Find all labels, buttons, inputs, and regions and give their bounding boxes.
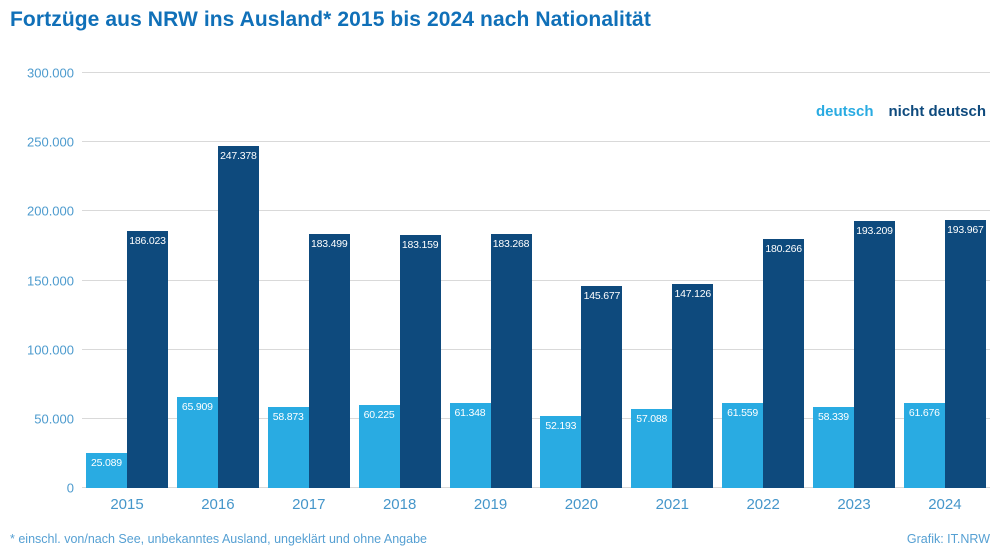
bar-pair: 60.225 183.159 xyxy=(358,73,441,488)
bar-pair: 57.088 147.126 xyxy=(631,73,714,488)
x-axis-label-2019: 2019 xyxy=(473,496,508,513)
bar-value-label: 25.089 xyxy=(91,457,122,470)
bar-value-label: 183.159 xyxy=(401,238,439,251)
bar-value-label: 58.339 xyxy=(818,411,849,424)
bar-value-label: 61.559 xyxy=(727,406,759,419)
legend-item-nicht-deutsch: nicht deutsch xyxy=(888,103,986,120)
bar-value-label: 58.873 xyxy=(272,410,304,423)
y-axis-tick-label: 150.000 xyxy=(27,273,74,288)
bar-pair: 61.676 193.967 xyxy=(903,73,986,488)
bar-group-2019: 61.348 183.268 2019 xyxy=(449,73,532,516)
bar-value-label: 65.909 xyxy=(181,400,213,413)
chart-title: Fortzüge aus NRW ins Ausland* 2015 bis 2… xyxy=(10,8,651,31)
legend-item-deutsch: deutsch xyxy=(815,103,874,120)
bar-group-2017: 58.873 183.499 2017 xyxy=(267,73,350,516)
bar-groups: 25.089 186.023 2015 65.909 247.378 2016 58.873… xyxy=(82,73,990,516)
bar-value-label: 61.676 xyxy=(908,406,940,419)
x-axis-label-2024: 2024 xyxy=(928,496,962,513)
credit: Grafik: IT.NRW xyxy=(906,532,990,546)
gridline xyxy=(82,279,990,281)
y-axis-tick-label: 200.000 xyxy=(27,203,74,219)
bar-pair: 61.559 180.266 xyxy=(722,73,805,488)
x-axis-label-2020: 2020 xyxy=(564,496,599,513)
gridline xyxy=(82,141,990,143)
bar-deutsch-2018: 60.225 xyxy=(358,404,400,488)
bar-value-label: 180.266 xyxy=(765,242,802,255)
chart-legend: deutsch nicht deutsch xyxy=(816,104,986,119)
bar-value-label: 145.677 xyxy=(583,290,621,303)
bar-group-2020: 52.193 145.677 2020 xyxy=(540,73,623,516)
x-axis-label-2022: 2022 xyxy=(746,496,780,513)
bar-nicht-deutsch-2017: 183.499 xyxy=(308,234,350,488)
bar-value-label: 60.225 xyxy=(363,408,395,421)
bar-pair: 65.909 247.378 xyxy=(176,73,259,488)
bar-group-2016: 65.909 247.378 2016 xyxy=(176,73,259,516)
y-axis-tick-label: 50.000 xyxy=(34,411,74,427)
bar-deutsch-2024: 61.676 xyxy=(903,402,945,488)
bar-pair: 58.873 183.499 xyxy=(267,73,350,488)
footnote: * einschl. von/nach See, unbekanntes Aus… xyxy=(10,532,427,546)
bar-nicht-deutsch-2024: 193.967 xyxy=(944,219,986,488)
y-axis: 0 50.000 100.000 150.000 200.000 250.000 300.0… xyxy=(0,67,74,495)
bar-nicht-deutsch-2015: 186.023 xyxy=(127,230,168,488)
bar-deutsch-2023: 58.339 xyxy=(813,407,854,488)
bar-nicht-deutsch-2019: 183.268 xyxy=(490,234,532,488)
bar-value-label: 183.268 xyxy=(492,238,530,251)
x-axis-label-2018: 2018 xyxy=(382,496,417,513)
bar-deutsch-2015: 25.089 xyxy=(86,453,127,488)
bar-value-label: 61.348 xyxy=(454,407,486,420)
x-axis-label-2017: 2017 xyxy=(292,496,326,513)
bar-pair: 61.348 183.268 xyxy=(449,73,532,488)
bar-pair: 25.089 186.023 xyxy=(86,73,168,488)
y-axis-tick-label: 100.000 xyxy=(27,342,74,358)
bar-deutsch-2019: 61.348 xyxy=(449,403,491,488)
x-axis-label-2023: 2023 xyxy=(837,496,871,513)
x-axis-label-2016: 2016 xyxy=(201,496,235,513)
bar-value-label: 186.023 xyxy=(129,234,166,247)
bar-value-label: 147.126 xyxy=(674,288,712,301)
bar-group-2022: 61.559 180.266 2022 xyxy=(722,73,805,516)
bar-value-label: 193.967 xyxy=(947,223,984,236)
bar-nicht-deutsch-2023: 193.209 xyxy=(854,220,895,488)
bar-group-2024: 61.676 193.967 2024 xyxy=(903,73,986,516)
bar-nicht-deutsch-2021: 147.126 xyxy=(672,284,714,488)
x-axis-label-2015: 2015 xyxy=(110,496,144,513)
x-axis-label-2021: 2021 xyxy=(655,496,689,513)
y-axis-tick-label: 0 xyxy=(66,480,74,496)
bar-nicht-deutsch-2018: 183.159 xyxy=(399,234,441,488)
gridline xyxy=(82,72,990,73)
y-axis-tick-label: 250.000 xyxy=(27,134,74,150)
bar-pair: 58.339 193.209 xyxy=(813,73,895,488)
bar-group-2023: 58.339 193.209 2023 xyxy=(813,73,895,516)
bar-nicht-deutsch-2016: 247.378 xyxy=(217,145,259,488)
plot-area: deutsch nicht deutsch 25.089 186.023 2015 6… xyxy=(82,72,990,513)
bar-value-label: 57.088 xyxy=(636,413,668,426)
gridline xyxy=(82,487,990,488)
bar-deutsch-2017: 58.873 xyxy=(267,406,309,488)
bar-group-2015: 25.089 186.023 2015 xyxy=(86,73,168,516)
bar-deutsch-2016: 65.909 xyxy=(176,396,218,488)
bar-pair: 52.193 145.677 xyxy=(540,73,623,488)
bar-deutsch-2021: 57.088 xyxy=(631,409,673,488)
bar-value-label: 183.499 xyxy=(310,238,348,251)
y-axis-tick-label: 300.000 xyxy=(27,65,74,81)
bar-deutsch-2020: 52.193 xyxy=(540,415,582,488)
bar-value-label: 52.193 xyxy=(545,419,577,432)
bar-group-2018: 60.225 183.159 2018 xyxy=(358,73,441,516)
chart-footer: * einschl. von/nach See, unbekanntes Aus… xyxy=(10,532,990,546)
bar-nicht-deutsch-2022: 180.266 xyxy=(763,238,805,488)
gridline xyxy=(82,348,990,350)
gridline xyxy=(82,417,990,419)
bar-nicht-deutsch-2020: 145.677 xyxy=(581,286,623,488)
gridline xyxy=(82,210,990,212)
bar-group-2021: 57.088 147.126 2021 xyxy=(631,73,714,516)
bar-value-label: 193.209 xyxy=(856,224,893,237)
bar-deutsch-2022: 61.559 xyxy=(722,402,764,488)
bar-value-label: 247.378 xyxy=(220,149,257,162)
